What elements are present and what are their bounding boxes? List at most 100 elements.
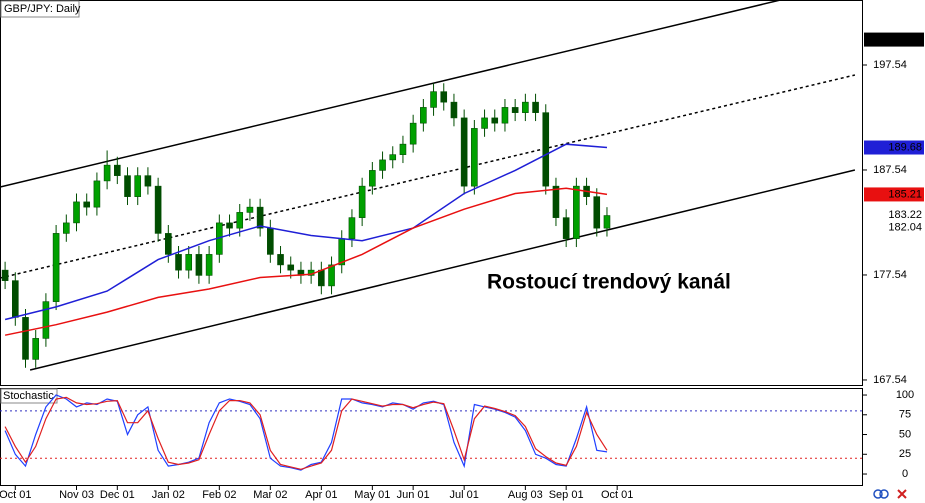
candle-body bbox=[42, 301, 50, 339]
candle-body bbox=[501, 107, 509, 124]
candle-body bbox=[440, 91, 448, 103]
candle-body bbox=[154, 185, 162, 234]
candle-body bbox=[1, 269, 9, 281]
candle-body bbox=[195, 254, 203, 276]
candle-body bbox=[379, 159, 386, 171]
x-tick-label: Nov 03 bbox=[59, 489, 94, 501]
x-tick-label: Jun 01 bbox=[397, 489, 430, 501]
price-label-box bbox=[864, 187, 924, 202]
candle-body bbox=[226, 222, 233, 229]
price-label: 183.22 bbox=[888, 209, 922, 221]
candle-body bbox=[144, 175, 152, 187]
candle-body bbox=[267, 227, 274, 255]
candle-body bbox=[358, 185, 366, 218]
candle-body bbox=[460, 117, 468, 187]
candle-body bbox=[22, 317, 29, 360]
candle-body bbox=[399, 143, 407, 155]
indicator-box bbox=[0, 388, 58, 404]
candle-body bbox=[471, 128, 478, 187]
price-label-box bbox=[864, 220, 924, 235]
candle-body bbox=[369, 170, 376, 187]
y-tick-label: 197.54 bbox=[873, 59, 907, 71]
candle-body bbox=[603, 215, 611, 229]
stochastic-line bbox=[4, 396, 608, 470]
y-tick-label: 25 bbox=[899, 448, 911, 460]
trend-line bbox=[0, 0, 781, 188]
candle-body bbox=[318, 269, 325, 287]
candle-body bbox=[124, 175, 131, 197]
price-label: 185.21 bbox=[888, 188, 922, 200]
indicator-title: Stochastic bbox=[3, 390, 54, 402]
candle-body bbox=[593, 196, 601, 229]
x-tick-label: Jul 01 bbox=[449, 489, 478, 501]
price-label-box bbox=[864, 32, 924, 47]
y-tick-label: 167.54 bbox=[873, 374, 907, 386]
candle-body bbox=[328, 264, 335, 287]
candle-body bbox=[420, 107, 427, 124]
stochastic-panel bbox=[0, 388, 863, 486]
candle-body bbox=[256, 206, 264, 229]
x-tick-label: Apr 01 bbox=[305, 489, 337, 501]
price-label-box bbox=[864, 140, 924, 155]
moving-average bbox=[4, 143, 608, 321]
candle-body bbox=[562, 217, 570, 239]
x-tick-label: Oct 01 bbox=[0, 489, 32, 501]
x-tick-label: Dec 01 bbox=[100, 489, 135, 501]
x-tick-label: Sep 01 bbox=[549, 489, 584, 501]
candle-body bbox=[277, 254, 284, 266]
y-tick-label: 177.54 bbox=[873, 269, 907, 281]
price-label: 182.04 bbox=[888, 222, 922, 234]
candle-body bbox=[175, 254, 182, 271]
candle-body bbox=[114, 164, 121, 176]
candle-body bbox=[491, 117, 499, 124]
candle-body bbox=[12, 280, 19, 318]
candle-body bbox=[287, 264, 295, 271]
candle-body bbox=[348, 217, 356, 239]
x-tick-label: Aug 03 bbox=[508, 489, 543, 501]
candle-body bbox=[83, 201, 91, 208]
candle-body bbox=[165, 233, 172, 255]
candle-body bbox=[481, 117, 488, 129]
moving-average bbox=[4, 187, 608, 336]
candle-body bbox=[52, 233, 60, 302]
x-tick-label: Jan 02 bbox=[152, 489, 185, 501]
y-tick-label: 0 bbox=[902, 468, 908, 480]
price-label: 189.68 bbox=[888, 141, 922, 153]
y-tick-label: 75 bbox=[899, 409, 911, 421]
chart-title: GBP/JPY: Daily bbox=[4, 3, 81, 15]
trend-line bbox=[29, 169, 856, 371]
x-tick-label: May 01 bbox=[354, 489, 390, 501]
candle-body bbox=[103, 164, 111, 182]
toolbar-icons bbox=[873, 489, 907, 499]
candle-body bbox=[205, 254, 213, 276]
candle-body bbox=[511, 107, 519, 113]
x-tick-label: Feb 02 bbox=[202, 489, 236, 501]
candle-body bbox=[246, 206, 254, 213]
price-label-box bbox=[864, 208, 924, 223]
candle-body bbox=[185, 254, 193, 271]
candle-body bbox=[389, 154, 397, 161]
x-tick-label: Oct 01 bbox=[601, 489, 633, 501]
candle-body bbox=[73, 201, 80, 224]
candle-body bbox=[522, 101, 529, 113]
candle-body bbox=[236, 212, 244, 229]
candle-body bbox=[532, 101, 539, 113]
candle-body bbox=[409, 122, 417, 145]
x-tick-label: Mar 02 bbox=[253, 489, 287, 501]
y-tick-label: 187.54 bbox=[873, 164, 907, 176]
annotation: Rostoucí trendový kanál bbox=[487, 271, 731, 294]
candle-body bbox=[542, 112, 550, 187]
candle-body bbox=[450, 101, 458, 119]
trend-line bbox=[0, 74, 856, 279]
y-tick-label: 100 bbox=[896, 389, 914, 401]
price-panel bbox=[0, 0, 863, 386]
candle-body bbox=[134, 175, 142, 197]
y-tick-label: 50 bbox=[899, 428, 911, 440]
candle-body bbox=[552, 185, 560, 218]
candle-body bbox=[93, 180, 101, 208]
candle-body bbox=[32, 338, 40, 360]
candle-body bbox=[573, 185, 580, 239]
candle-body bbox=[63, 222, 70, 234]
price-label: 199.96 bbox=[888, 33, 922, 45]
